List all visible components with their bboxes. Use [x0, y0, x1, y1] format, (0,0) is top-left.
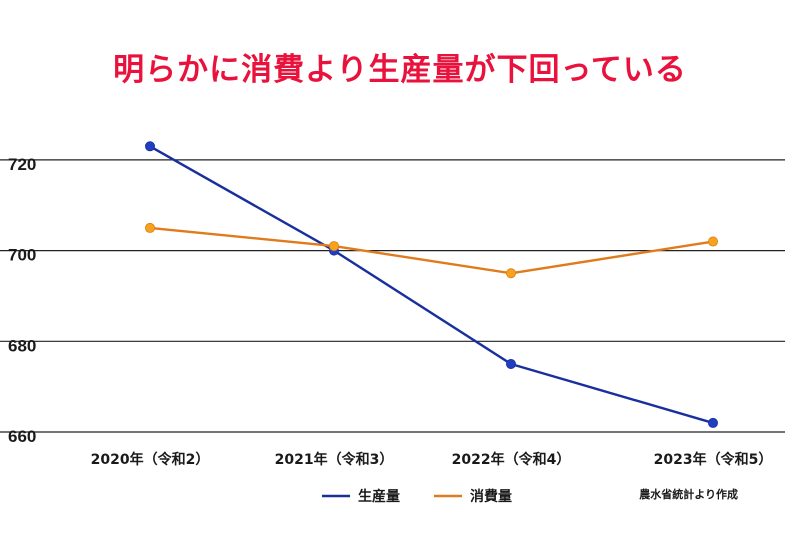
source-note: 農水省統計より作成	[639, 487, 738, 501]
x-tick-label: 2021年（令和3）	[275, 451, 394, 468]
y-tick-label: 720	[8, 155, 36, 174]
data-point	[144, 222, 155, 233]
data-point	[144, 141, 155, 152]
data-point	[708, 417, 719, 428]
data-point	[505, 358, 516, 369]
legend: 生産量 消費量	[322, 488, 512, 505]
chart-title: 明らかに消費より生産量が下回っている	[113, 52, 687, 88]
x-axis-ticks: 2020年（令和2） 2021年（令和3） 2022年（令和4） 2023年（令和5）	[91, 451, 773, 468]
x-tick-label: 2020年（令和2）	[91, 451, 210, 468]
y-tick-label: 680	[8, 336, 36, 355]
legend-label: 生産量	[358, 488, 400, 505]
y-tick-label: 700	[8, 246, 36, 265]
data-point	[708, 236, 719, 247]
x-tick-label: 2022年（令和4）	[452, 451, 571, 468]
series-line-2	[149, 226, 714, 275]
series-lines	[144, 141, 719, 428]
y-tick-label: 660	[8, 427, 36, 446]
series-line-1	[149, 145, 714, 425]
legend-label: 消費量	[470, 488, 512, 505]
data-point	[505, 268, 516, 279]
x-tick-label: 2023年（令和5）	[654, 451, 773, 468]
y-axis-ticks: 660 680 700 720	[8, 155, 36, 446]
data-point	[328, 241, 339, 252]
gridlines	[0, 159, 785, 433]
